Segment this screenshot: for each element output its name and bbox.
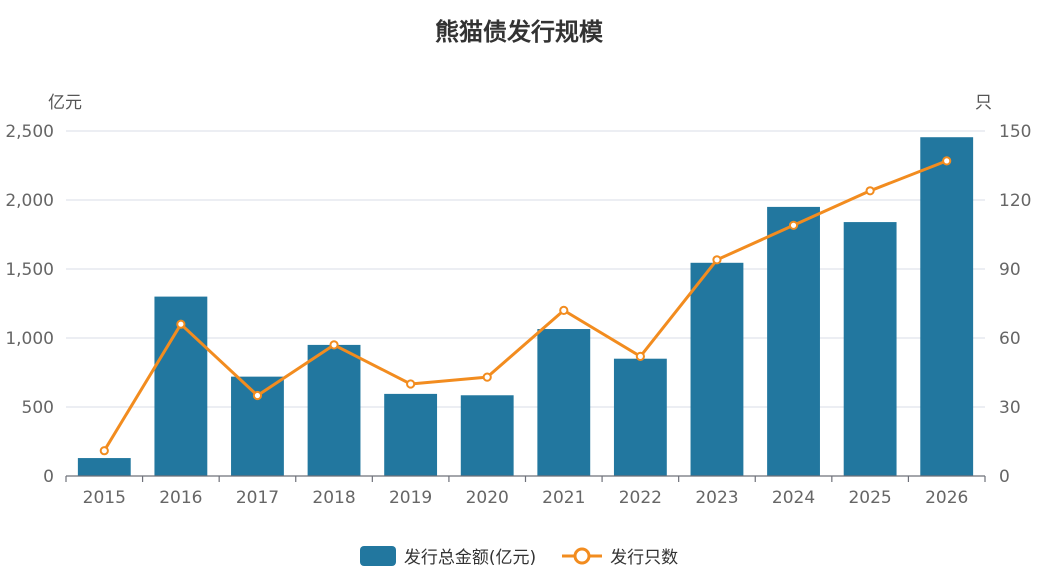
line-point	[712, 255, 722, 265]
x-tick-label: 2018	[312, 488, 355, 508]
x-tick-label: 2025	[848, 488, 891, 508]
legend-bar-swatch	[359, 545, 396, 566]
legend-line-swatch	[562, 547, 603, 564]
y-right-tick-label: 30	[999, 398, 1021, 418]
legend-item-count[interactable]: 发行只数	[562, 543, 678, 568]
bar	[690, 262, 744, 476]
bar	[767, 206, 820, 476]
legend-label-amount: 发行总金额(亿元)	[403, 548, 537, 568]
line-point	[559, 305, 569, 315]
bar	[384, 393, 438, 476]
bar	[920, 137, 974, 476]
x-tick-label: 2020	[466, 488, 509, 508]
x-tick-label: 2017	[236, 488, 279, 508]
line-point	[99, 446, 109, 456]
bar	[460, 395, 514, 476]
x-tick-label: 2015	[83, 488, 126, 508]
line-point	[482, 372, 492, 382]
bar	[307, 344, 361, 476]
x-tick-label: 2026	[925, 488, 968, 508]
y-right-tick-label: 90	[999, 260, 1021, 280]
right-axis-unit: 只	[975, 93, 992, 113]
line-point	[635, 351, 645, 361]
y-left-tick-label: 1,000	[5, 329, 54, 349]
x-tick-label: 2023	[695, 488, 738, 508]
bar	[537, 329, 591, 476]
x-tick-label: 2024	[772, 488, 815, 508]
line-point	[406, 379, 416, 389]
y-left-tick-label: 2,500	[5, 122, 54, 142]
y-right-tick-label: 120	[999, 191, 1031, 211]
line-point	[942, 156, 952, 166]
y-left-tick-label: 500	[22, 398, 54, 418]
y-right-tick-label: 60	[999, 329, 1021, 349]
y-left-tick-label: 0	[43, 467, 54, 487]
bar	[77, 458, 131, 476]
legend-item-amount[interactable]: 发行总金额(亿元)	[359, 543, 537, 568]
line-point	[865, 186, 875, 196]
left-axis-unit: 亿元	[48, 93, 82, 113]
line-point	[788, 220, 799, 230]
y-left-tick-label: 1,500	[5, 260, 54, 280]
line-series-count	[103, 159, 948, 452]
x-tick-label: 2019	[389, 488, 432, 508]
chart-title: 熊猫债发行规模	[435, 18, 603, 46]
y-right-tick-label: 0	[999, 467, 1010, 487]
line-point	[176, 319, 186, 329]
x-tick-label: 2016	[159, 488, 202, 508]
line-point	[252, 390, 263, 401]
bar	[613, 358, 667, 476]
legend-label-count: 发行只数	[610, 548, 679, 568]
legend: 发行总金额(亿元) 发行只数	[0, 543, 1038, 568]
line-point	[329, 340, 339, 350]
y-left-tick-label: 2,000	[5, 191, 54, 211]
x-tick-label: 2021	[542, 488, 585, 508]
y-right-tick-label: 150	[999, 122, 1031, 142]
x-tick-label: 2022	[619, 488, 662, 508]
bar	[843, 222, 897, 476]
